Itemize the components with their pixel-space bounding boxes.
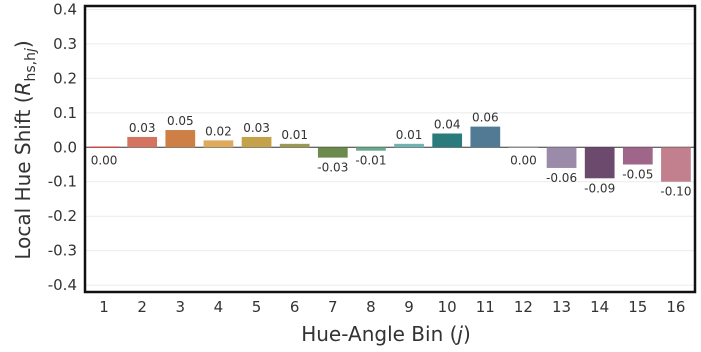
bar [241, 136, 272, 148]
bar [546, 147, 577, 168]
bar [394, 143, 424, 148]
data-label: -0.06 [546, 171, 577, 185]
x-axis-title-close: ) [463, 322, 471, 346]
bars-group [89, 126, 691, 182]
bar [661, 147, 691, 182]
x-tick-label: 14 [590, 298, 609, 316]
y-tick-label: -0.4 [48, 276, 77, 294]
bar [470, 126, 501, 148]
data-label: -0.09 [584, 181, 615, 195]
x-axis-title-var: j [454, 322, 463, 346]
x-tick-label: 1 [99, 298, 109, 316]
data-label: 0.05 [167, 114, 194, 128]
data-label: -0.10 [660, 185, 691, 199]
x-tick-label: 6 [290, 298, 300, 316]
x-tick-label: 12 [514, 298, 533, 316]
x-tick-label: 16 [666, 298, 685, 316]
x-tick-label: 11 [476, 298, 495, 316]
y-axis-title-sub: hs,h [23, 52, 39, 82]
x-tick-label: 4 [214, 298, 224, 316]
data-label: 0.03 [243, 121, 270, 135]
data-label: 0.02 [205, 124, 232, 138]
data-label: 0.01 [281, 128, 308, 142]
x-tick-label: 13 [552, 298, 571, 316]
y-axis-title-main: Local Hue Shift ( [11, 95, 35, 259]
y-tick-labels: 0.4 0.3 0.2 0.1 0.0 -0.1 -0.2 -0.3 -0.4 [48, 0, 77, 294]
y-axis-title-subvar: j [23, 48, 39, 54]
bar [622, 147, 653, 165]
y-axis-title: Local Hue Shift (Rhs,hj) [11, 40, 39, 259]
x-tick-labels: 1 2 3 4 5 6 7 8 9 10 11 12 13 14 15 16 [99, 298, 685, 316]
y-tick-label: 0.2 [53, 69, 77, 87]
x-tick-label: 9 [404, 298, 414, 316]
grid-lines [85, 8, 695, 286]
data-label: 0.00 [510, 153, 537, 167]
y-tick-label: -0.3 [48, 242, 77, 260]
data-label: 0.01 [396, 128, 423, 142]
bar [127, 136, 158, 148]
data-label: -0.03 [317, 161, 348, 175]
data-label: 0.03 [129, 121, 156, 135]
y-tick-label: -0.1 [48, 173, 77, 191]
bar [317, 147, 348, 158]
bar [165, 130, 196, 148]
bar [584, 147, 615, 179]
y-tick-label: -0.2 [48, 207, 77, 225]
bar [432, 133, 463, 148]
x-tick-label: 3 [176, 298, 186, 316]
data-labels-group: 0.00 0.03 0.05 0.02 0.03 0.01 -0.03 -0.01 0.01 0.… [91, 111, 692, 199]
bar [203, 140, 234, 148]
y-tick-label: 0.1 [53, 104, 77, 122]
y-axis-title-close: ) [11, 40, 35, 48]
x-tick-label: 2 [137, 298, 147, 316]
y-axis-title-var: R [11, 82, 35, 96]
x-axis-title-main: Hue-Angle Bin ( [301, 322, 457, 346]
data-label: -0.01 [355, 154, 386, 168]
data-label: -0.05 [622, 168, 653, 182]
bar [89, 146, 119, 149]
y-tick-label: 0.4 [53, 0, 77, 18]
data-label: 0.00 [91, 153, 118, 167]
x-tick-label: 5 [252, 298, 262, 316]
x-tick-label: 8 [366, 298, 376, 316]
y-tick-label: 0.0 [53, 138, 77, 156]
bar [356, 147, 386, 151]
plot-frame [83, 4, 697, 294]
data-label: 0.04 [434, 117, 461, 131]
bar [508, 146, 539, 149]
x-axis-title: Hue-Angle Bin (j) [301, 322, 471, 346]
x-tick-label: 10 [438, 298, 457, 316]
x-tick-label: 15 [628, 298, 647, 316]
y-tick-label: 0.3 [53, 35, 77, 53]
bar [279, 143, 310, 148]
data-label: 0.06 [472, 111, 499, 125]
x-tick-label: 7 [328, 298, 338, 316]
